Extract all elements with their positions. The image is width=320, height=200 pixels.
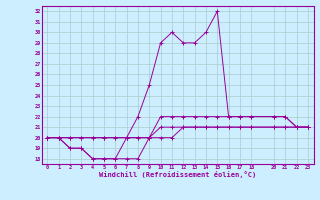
X-axis label: Windchill (Refroidissement éolien,°C): Windchill (Refroidissement éolien,°C): [99, 171, 256, 178]
